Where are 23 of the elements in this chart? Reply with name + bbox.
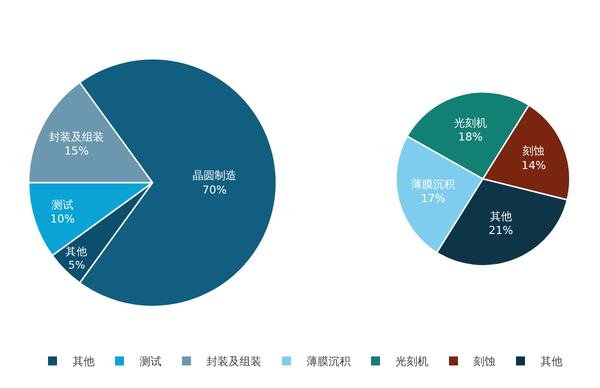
- slice-label: 测试: [51, 198, 74, 212]
- slice-label: 封装及组装: [49, 130, 104, 144]
- slice-label: 薄膜沉积: [411, 178, 456, 191]
- data-label: 14%: [521, 159, 546, 172]
- legend-label: 其他: [540, 355, 562, 368]
- slice-label: 晶圆制造: [192, 169, 236, 182]
- data-label: 15%: [64, 144, 89, 158]
- legend-label: 封装及组装: [206, 355, 262, 368]
- slice-label: 刻蚀: [522, 144, 545, 158]
- legend-label: 其他: [72, 355, 94, 368]
- slice-label: 其他: [490, 210, 512, 223]
- legend-label: 光刻机: [396, 355, 428, 368]
- data-label: 17%: [420, 192, 446, 206]
- data-label: 70%: [202, 183, 227, 196]
- data-label: 21%: [488, 224, 514, 238]
- slice-label: 光刻机: [454, 116, 487, 130]
- data-label: 10%: [50, 212, 75, 226]
- legend-label: 刻蚀: [474, 355, 496, 368]
- data-label: 18%: [458, 130, 483, 144]
- data-label: 5%: [68, 260, 86, 272]
- legend-label: 薄膜沉积: [306, 355, 350, 368]
- legend-label: 测试: [140, 355, 162, 368]
- slice-label: 其他: [66, 244, 88, 258]
